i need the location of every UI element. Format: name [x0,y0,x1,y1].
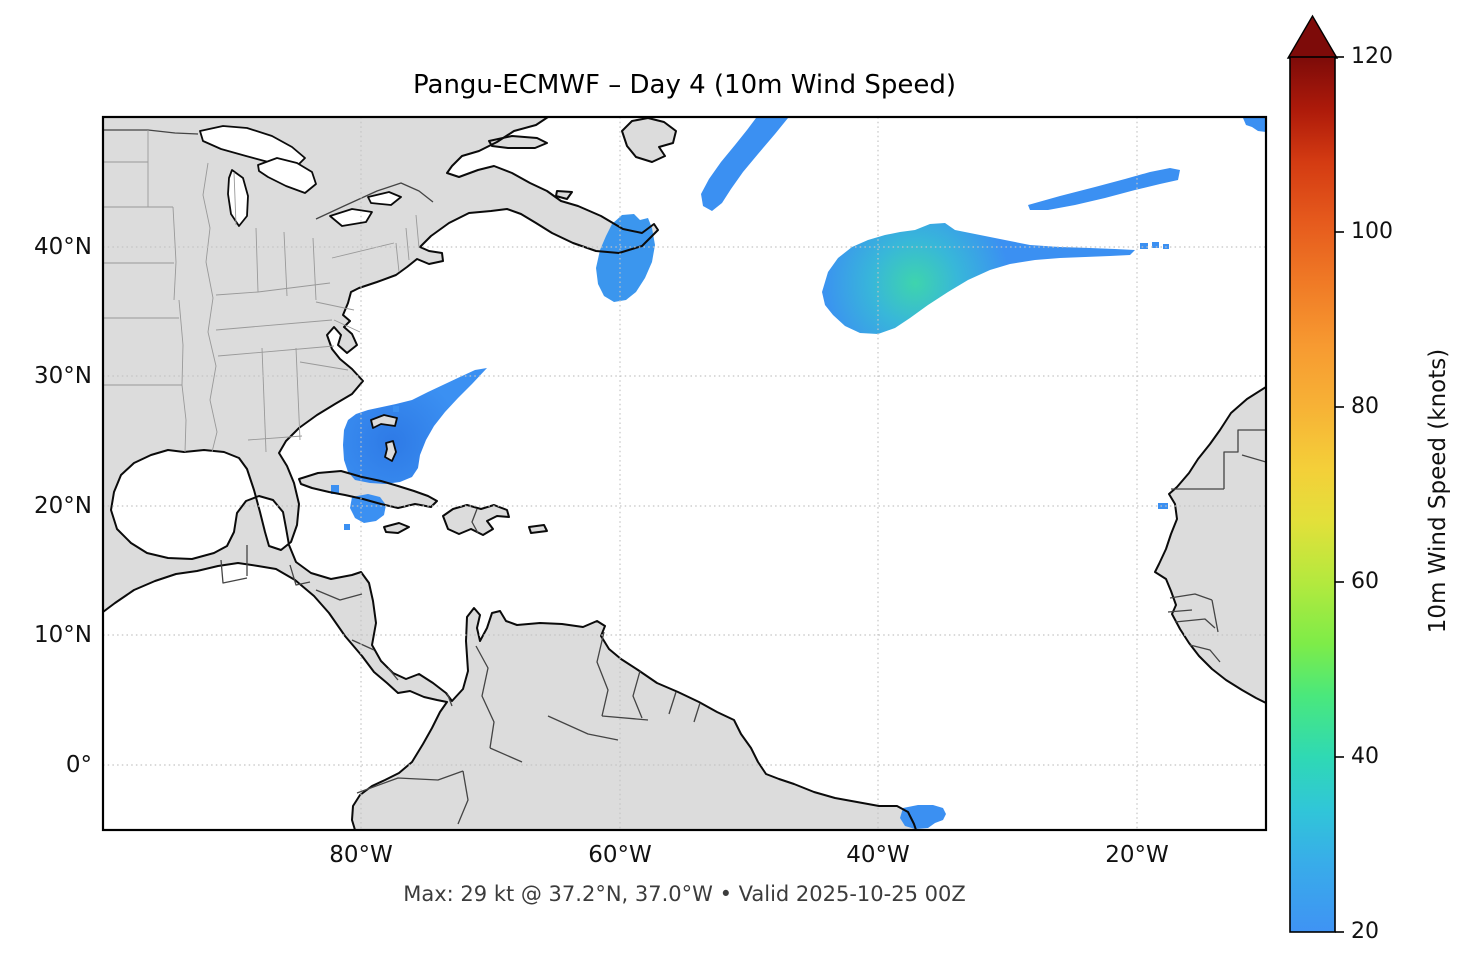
xtick-60w: 60°W [588,842,652,868]
cbar-tick-20: 20 [1351,919,1379,944]
wind-blob-comet-tail-dot [1152,242,1159,248]
wind-blob-comet-main [822,223,1135,334]
wind-blob-newfoundland-streak [701,118,788,211]
cbar-tick-100: 100 [1351,219,1393,244]
chart-title: Pangu-ECMWF – Day 4 (10m Wind Speed) [413,70,956,100]
colorbar-gradient-bar [1289,56,1336,933]
cbar-tick-60: 60 [1351,569,1379,594]
state-border-layer [103,130,420,453]
ytick-20n: 20°N [34,493,92,519]
xtick-20w: 20°W [1105,842,1169,868]
wind-blob-comet-tail-dot [1140,243,1148,249]
wind-blob-speck [344,524,350,530]
ytick-40n: 40°N [34,234,92,260]
cbar-tick-120: 120 [1351,44,1393,69]
ytick-10n: 10°N [34,622,92,648]
wind-blob-speck [331,485,339,494]
wind-blob-brazil-coast [900,805,946,829]
west-africa-landmass [1155,387,1266,703]
ytick-30n: 30°N [34,363,92,389]
cbar-tick-40: 40 [1351,744,1379,769]
cbar-tick-80: 80 [1351,394,1379,419]
colorbar-tick-marks [1335,56,1344,933]
wind-speed-field-layer [331,118,1266,829]
colorbar-extend-arrow [1286,14,1339,59]
north-south-america-landmass [103,117,916,830]
wind-blob-south-of-cuba [350,494,386,523]
colorbar-axis-label: 10m Wind Speed (knots) [1425,348,1451,634]
wind-blob-northeast-lens [1028,168,1180,210]
colorbar [1286,14,1344,933]
wind-blob-speck [393,406,399,412]
country-border-layer [103,129,1266,825]
gridline-layer [103,117,1266,830]
land-fill-layer [103,117,1266,830]
wind-blob-corner-patch [1243,118,1266,132]
ytick-0: 0° [65,752,92,778]
xtick-80w: 80°W [329,842,393,868]
wind-blob-bahamas-wedge [343,368,487,484]
wind-blob-africa-dash [1158,503,1168,509]
xtick-40w: 40°W [846,842,910,868]
max-value-caption: Max: 29 kt @ 37.2°N, 37.0°W • Valid 2025… [403,882,966,906]
wind-blob-midatlantic-oval [596,214,655,302]
map-frame [101,115,1268,832]
